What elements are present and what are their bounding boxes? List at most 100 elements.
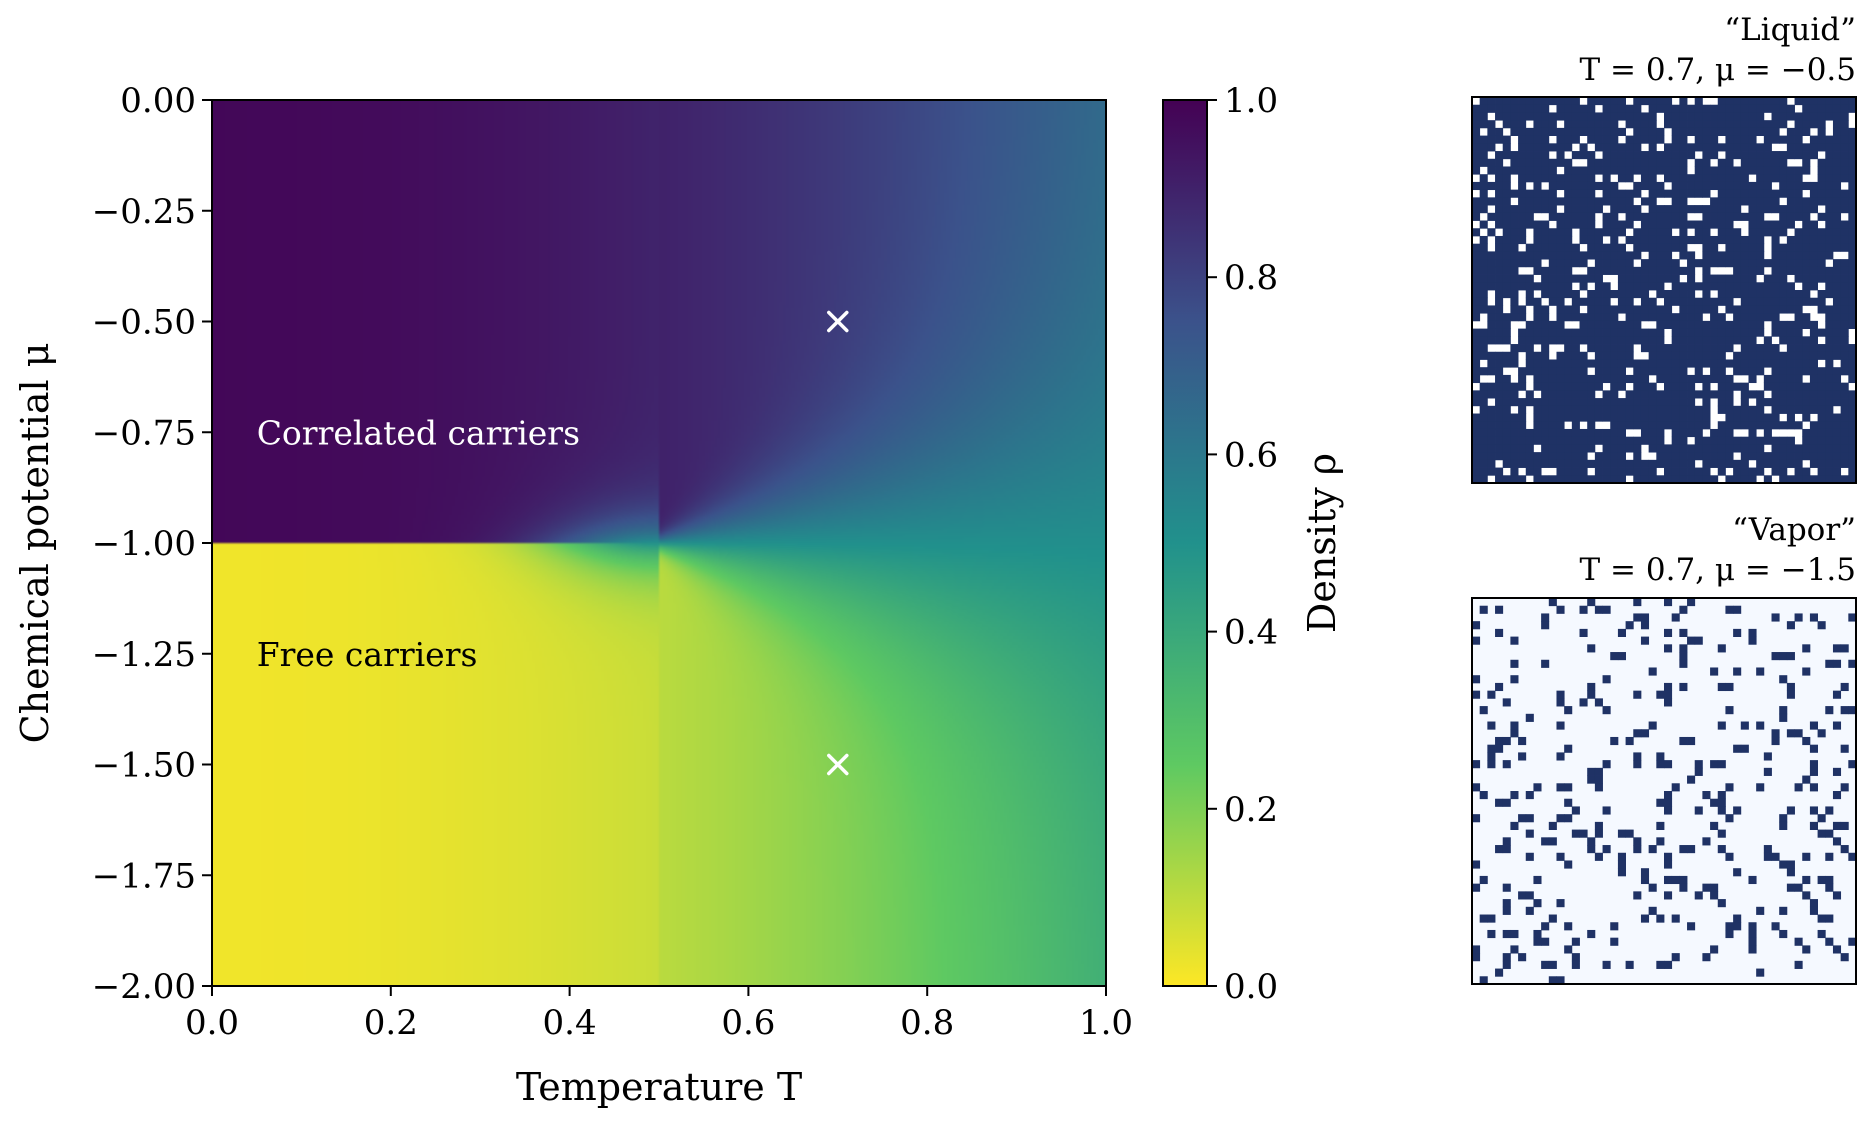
lattice-site <box>1587 181 1596 191</box>
lattice-site <box>1848 459 1857 468</box>
lattice-site <box>1848 297 1857 306</box>
lattice-site <box>1848 135 1857 144</box>
lattice-site <box>1610 313 1619 322</box>
lattice-site <box>1725 212 1734 221</box>
lattice-site <box>1832 143 1842 152</box>
lattice-site <box>1602 266 1611 275</box>
lattice-site <box>1610 228 1619 237</box>
lattice-site <box>1548 189 1557 198</box>
lattice-site <box>1748 135 1757 144</box>
lattice-site <box>1640 328 1650 337</box>
lattice-site <box>1640 405 1650 414</box>
lattice-site <box>1640 914 1650 923</box>
lattice-site <box>1533 937 1542 946</box>
lattice-site <box>1495 628 1504 637</box>
lattice-site <box>1487 459 1496 468</box>
lattice-site <box>1648 151 1657 160</box>
lattice-site <box>1495 158 1504 167</box>
lattice-site <box>1702 274 1711 283</box>
lattice-site <box>1556 444 1565 453</box>
lattice-site <box>1687 405 1696 414</box>
lattice-site <box>1564 243 1573 252</box>
lattice-site <box>1717 452 1726 461</box>
lattice-site <box>1610 305 1619 314</box>
lattice-site <box>1840 189 1849 198</box>
lattice-site <box>1648 475 1657 484</box>
lattice-site <box>1556 605 1565 614</box>
lattice-site <box>1756 328 1765 337</box>
lattice-site <box>1525 906 1534 915</box>
lattice-site <box>1710 104 1719 113</box>
lattice-site <box>1771 328 1780 337</box>
lattice-site <box>1633 127 1642 136</box>
lattice-site <box>1656 181 1665 191</box>
lattice-site <box>1610 382 1619 391</box>
lattice-site <box>1740 382 1749 391</box>
lattice-site <box>1602 344 1611 353</box>
lattice-site <box>1848 475 1857 484</box>
lattice-site <box>1479 143 1488 152</box>
lattice-site <box>1786 421 1795 430</box>
lattice-site <box>1625 205 1634 214</box>
lattice-site <box>1648 266 1657 275</box>
lattice-site <box>1687 452 1696 461</box>
lattice-site <box>1832 459 1842 468</box>
lattice-site <box>1786 459 1795 468</box>
lattice-site <box>1640 243 1650 252</box>
lattice-site <box>1510 305 1519 314</box>
lattice-site <box>1733 475 1742 484</box>
lattice-site <box>1579 181 1588 191</box>
lattice-site <box>1495 382 1504 391</box>
lattice-site <box>1710 667 1719 676</box>
lattice-site <box>1832 344 1842 353</box>
lattice-site <box>1664 413 1673 422</box>
lattice-site <box>1825 367 1834 376</box>
lattice-site <box>1533 135 1542 144</box>
lattice-site <box>1679 875 1688 885</box>
lattice-site <box>1740 212 1749 221</box>
lattice-site <box>1733 212 1742 221</box>
lattice-site <box>1495 359 1504 368</box>
lattice-site <box>1510 359 1519 368</box>
lattice-site <box>1687 421 1696 430</box>
lattice-site <box>1771 398 1780 407</box>
x-tick-label: 0.0 <box>185 1003 239 1043</box>
lattice-site <box>1809 181 1818 191</box>
lattice-site <box>1579 166 1588 175</box>
lattice-site <box>1694 220 1703 229</box>
lattice-site <box>1487 752 1496 761</box>
lattice-site <box>1817 413 1826 422</box>
lattice-site <box>1541 127 1550 136</box>
lattice-site <box>1556 899 1565 908</box>
lattice-site <box>1840 783 1849 792</box>
x-axis-label: Temperature T <box>516 1065 802 1109</box>
lattice-site <box>1664 459 1673 468</box>
lattice-site <box>1687 398 1696 407</box>
lattice-site <box>1564 158 1573 167</box>
lattice-site <box>1556 852 1565 861</box>
lattice-site <box>1579 628 1588 637</box>
lattice-site <box>1556 243 1565 252</box>
lattice-site <box>1587 274 1596 283</box>
lattice-site <box>1571 112 1580 121</box>
lattice-site <box>1548 821 1557 830</box>
lattice-site <box>1495 151 1504 160</box>
lattice-site <box>1548 413 1557 422</box>
lattice-site <box>1710 359 1719 368</box>
lattice-site <box>1556 259 1565 268</box>
lattice-site <box>1564 220 1573 229</box>
lattice-site <box>1763 220 1772 229</box>
lattice-site <box>1602 181 1611 191</box>
lattice-site <box>1710 143 1719 152</box>
lattice-site <box>1472 953 1481 962</box>
lattice-site <box>1502 104 1511 113</box>
lattice-site <box>1640 112 1650 121</box>
lattice-site <box>1825 220 1834 229</box>
lattice-site <box>1717 845 1726 854</box>
lattice-site <box>1510 189 1519 198</box>
lattice-site <box>1579 336 1588 345</box>
lattice-site <box>1825 104 1834 113</box>
lattice-site <box>1771 459 1780 468</box>
lattice-site <box>1656 274 1665 283</box>
lattice-site <box>1817 475 1826 484</box>
